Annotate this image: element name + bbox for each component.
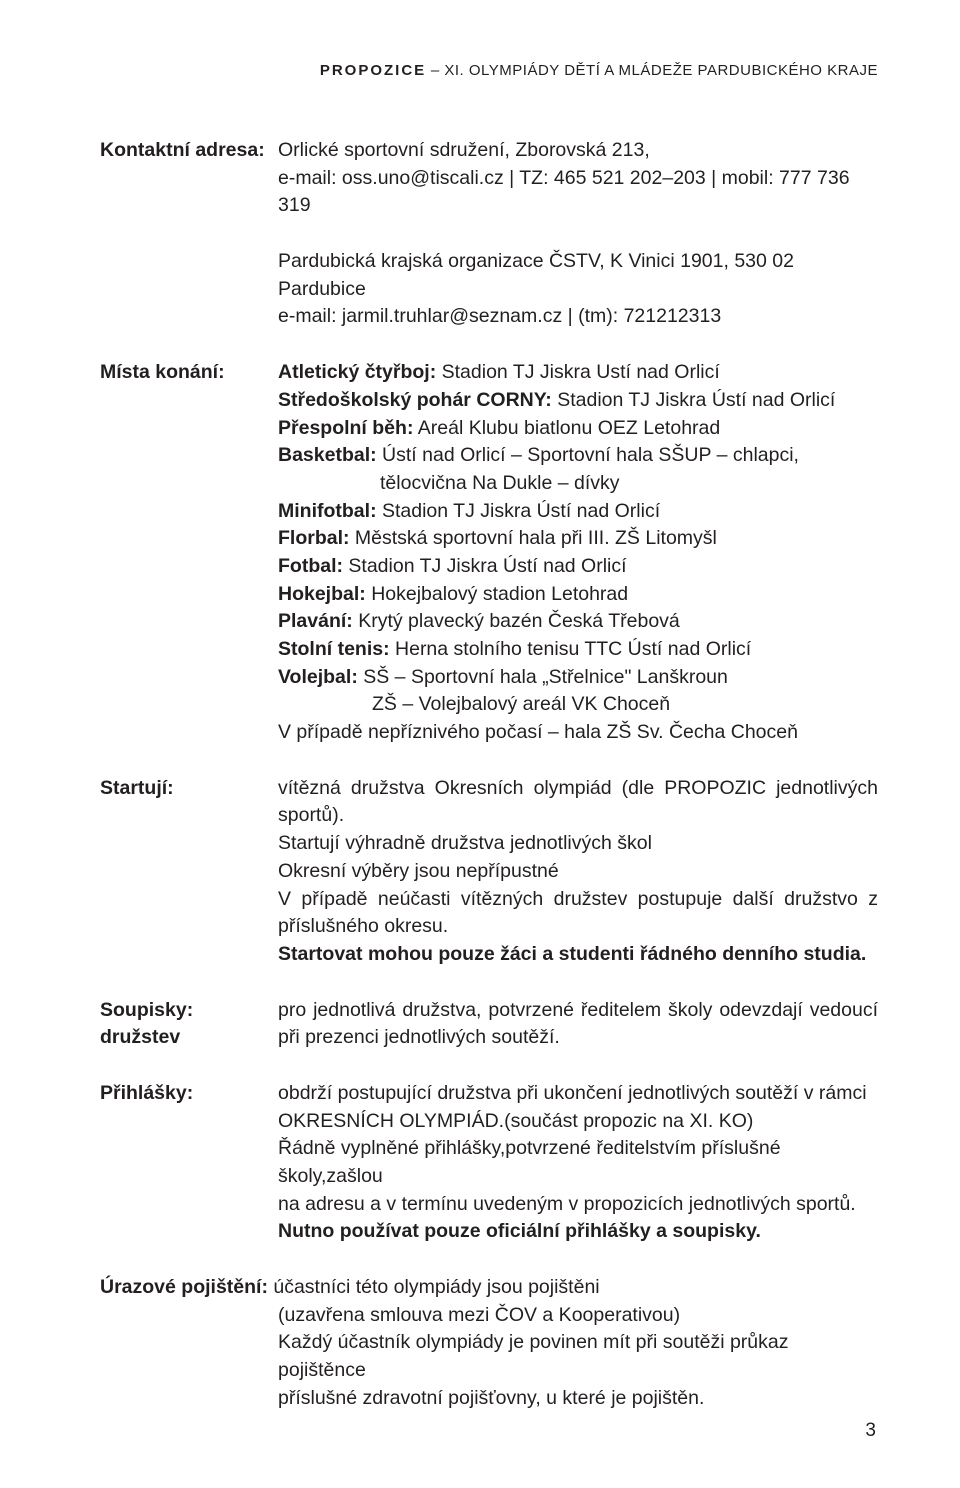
start-line: Okresní výběry jsou nepřípustné [278,858,878,886]
contact-row-2: Pardubická krajská organizace ČSTV, K Vi… [100,248,878,331]
rosters-line: pro jednotlivá družstva, potvrzené ředit… [278,997,878,1052]
venue-item: Minifotbal: Stadion TJ Jiskra Ústí nad O… [278,498,878,526]
apps-line-bold: Nutno používat pouze oficiální přihlášky… [278,1218,878,1246]
venue-item: Volejbal: SŠ – Sportovní hala „Střelnice… [278,664,878,692]
header-rest: – XI. OLYMPIÁDY DĚTÍ A MLÁDEŽE PARDUBICK… [426,62,878,79]
venue-item: Hokejbal: Hokejbalový stadion Letohrad [278,581,878,609]
insurance-line: Každý účastník olympiády je povinen mít … [100,1329,878,1384]
insurance-line: (uzavřena smlouva mezi ČOV a Kooperativo… [100,1302,878,1330]
venue-item: Přespolní běh: Areál Klubu biatlonu OEZ … [278,415,878,443]
insurance-block: Úrazové pojištění: účastníci této olympi… [100,1274,878,1412]
venues-value: Atletický čtyřboj: Stadion TJ Jiskra Ust… [278,359,878,747]
start-line: vítězná družstva Okresních olympiád (dle… [278,775,878,830]
venue-indent-zs: ZŠ – Volejbalový areál VK Choceň [278,691,878,719]
contact-line: e-mail: oss.uno@tiscali.cz | TZ: 465 521… [278,165,878,220]
start-label: Startují: [100,775,278,969]
start-row: Startují: vítězná družstva Okresních oly… [100,775,878,969]
insurance-line: účastníci této olympiády jsou pojištěni [268,1276,600,1298]
venue-item: Florbal: Městská sportovní hala při III.… [278,525,878,553]
start-value: vítězná družstva Okresních olympiád (dle… [278,775,878,969]
insurance-row: Úrazové pojištění: účastníci této olympi… [100,1274,878,1412]
contact-label: Kontaktní adresa: [100,137,278,220]
venues-label: Místa konání: [100,359,278,747]
rosters-row: Soupisky: družstev pro jednotlivá družst… [100,997,878,1052]
header-strong: PROPOZICE [320,62,426,79]
venue-item: Středoškolský pohár CORNY: Stadion TJ Ji… [278,387,878,415]
venue-item: Stolní tenis: Herna stolního tenisu TTC … [278,636,878,664]
venues-row: Místa konání: Atletický čtyřboj: Stadion… [100,359,878,747]
start-line: V případě neúčasti vítězných družstev po… [278,886,878,941]
venue-indent: tělocvična Na Dukle – dívky [278,470,878,498]
contact-line: Pardubická krajská organizace ČSTV, K Vi… [278,248,878,303]
start-line-bold: Startovat mohou pouze žáci a studenti řá… [278,941,878,969]
apps-label: Přihlášky: [100,1080,278,1246]
apps-line: OKRESNÍCH OLYMPIÁD.(součást propozic na … [278,1108,878,1136]
page-header: PROPOZICE – XI. OLYMPIÁDY DĚTÍ A MLÁDEŽE… [100,62,878,79]
contact-line: Orlické sportovní sdružení, Zborovská 21… [278,137,878,165]
contact-row: Kontaktní adresa: Orlické sportovní sdru… [100,137,878,220]
rosters-value: pro jednotlivá družstva, potvrzené ředit… [278,997,878,1052]
venue-last: V případě nepříznivého počasí – hala ZŠ … [278,719,878,747]
contact-value: Orlické sportovní sdružení, Zborovská 21… [278,137,878,220]
apps-row: Přihlášky: obdrží postupující družstva p… [100,1080,878,1246]
apps-value: obdrží postupující družstva při ukončení… [278,1080,878,1246]
apps-line: Řádně vyplněné přihlášky,potvrzené ředit… [278,1135,878,1190]
contact-value-2: Pardubická krajská organizace ČSTV, K Vi… [278,248,878,331]
venue-item: Fotbal: Stadion TJ Jiskra Ústí nad Orlic… [278,553,878,581]
page-number: 3 [865,1420,876,1442]
start-line: Startují výhradně družstva jednotlivých … [278,830,878,858]
venue-item: Plavání: Krytý plavecký bazén Česká Třeb… [278,608,878,636]
insurance-label: Úrazové pojištění: [100,1276,268,1298]
rosters-label: Soupisky: družstev [100,997,278,1052]
venue-item: Atletický čtyřboj: Stadion TJ Jiskra Ust… [278,359,878,387]
venue-item: Basketbal: Ústí nad Orlicí – Sportovní h… [278,442,878,470]
contact-line: e-mail: jarmil.truhlar@seznam.cz | (tm):… [278,303,878,331]
apps-line: obdrží postupující družstva při ukončení… [278,1080,878,1108]
apps-line: na adresu a v termínu uvedeným v propozi… [278,1191,878,1219]
insurance-line: příslušné zdravotní pojišťovny, u které … [100,1385,878,1413]
